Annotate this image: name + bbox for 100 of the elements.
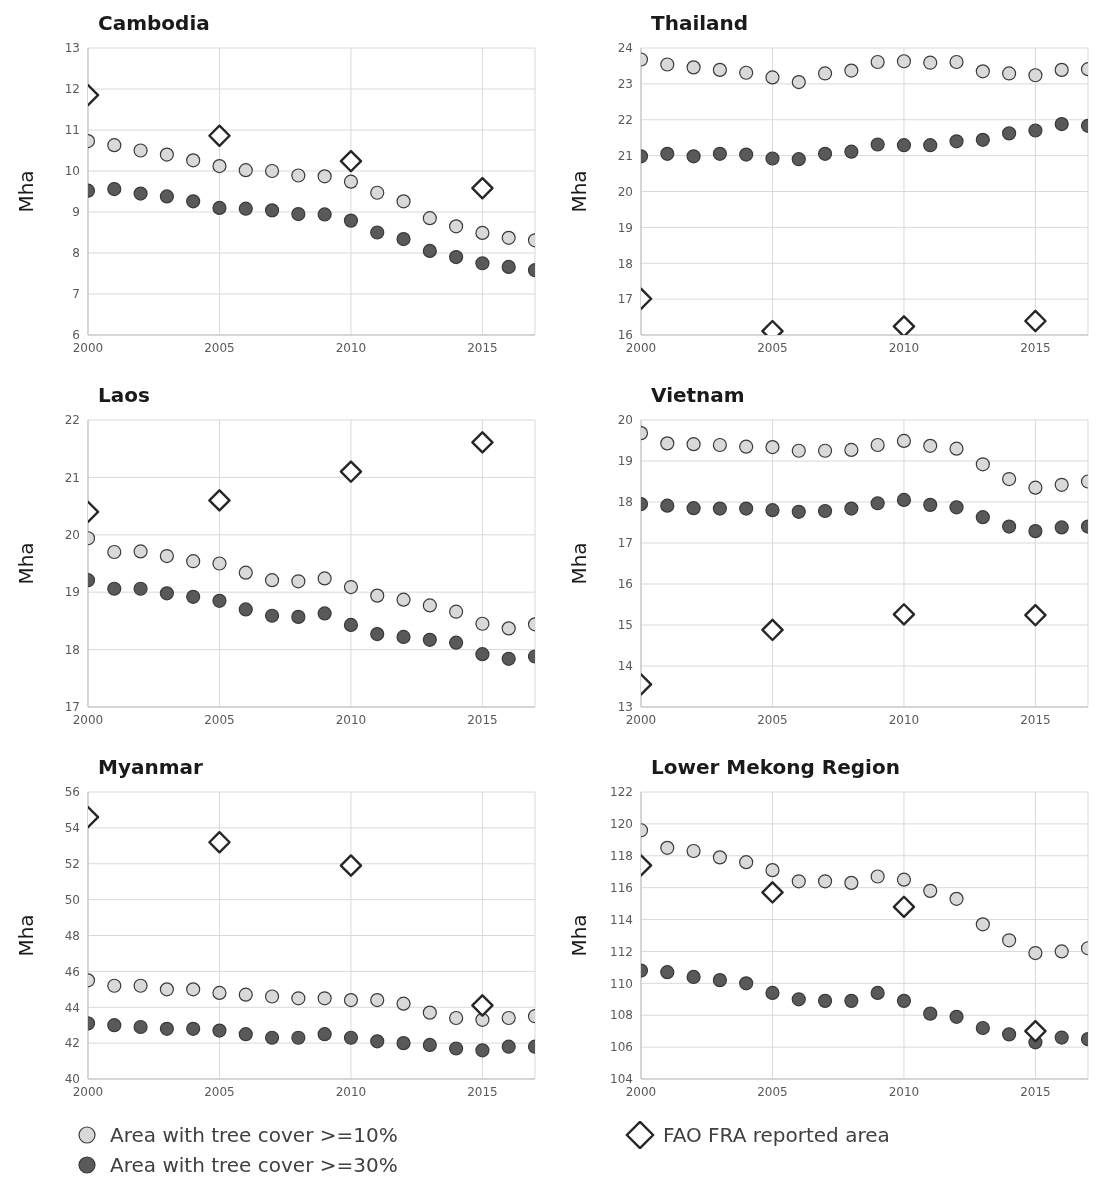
x-tick-label: 2015 (467, 712, 498, 727)
point (923, 497, 938, 512)
point (317, 571, 332, 586)
point (739, 855, 754, 870)
point (212, 1023, 227, 1038)
point (896, 54, 912, 69)
y-tick-label: 18 (617, 495, 633, 510)
point (186, 982, 201, 997)
y-axis-title: Mha (14, 542, 39, 585)
point (343, 579, 359, 595)
point (422, 211, 437, 226)
x-tick-label: 2000 (625, 712, 657, 727)
point (343, 617, 359, 633)
point (159, 1021, 174, 1036)
y-tick-label: 116 (610, 880, 633, 895)
y-tick-label: 17 (64, 700, 80, 715)
y-tick-label: 46 (64, 964, 80, 979)
point (133, 1019, 148, 1035)
point (817, 874, 833, 889)
point (264, 989, 280, 1004)
point (264, 573, 280, 588)
point (107, 181, 122, 197)
y-tick-label: 8 (72, 246, 80, 261)
point (238, 163, 253, 178)
point (422, 1005, 437, 1020)
point (712, 973, 727, 988)
point (686, 843, 701, 859)
legend-label: Area with tree cover >=30% (110, 1153, 398, 1177)
y-tick-label: 104 (610, 1072, 633, 1087)
y-tick-label: 10 (64, 164, 80, 179)
point (739, 439, 754, 454)
point (133, 978, 148, 993)
point (370, 627, 385, 642)
point (844, 63, 859, 78)
point (475, 1043, 490, 1058)
point (1002, 933, 1017, 948)
point (712, 501, 727, 516)
y-tick-label: 21 (64, 470, 80, 485)
y-tick-label: 18 (64, 642, 80, 657)
point (186, 554, 201, 569)
point (765, 151, 780, 166)
chart-title: Laos (97, 382, 151, 409)
point (975, 457, 990, 472)
y-axis-title: Mha (567, 170, 592, 213)
point (660, 498, 675, 513)
point (1028, 123, 1043, 138)
point (791, 992, 806, 1007)
point (975, 1020, 990, 1036)
y-tick-label: 122 (610, 785, 633, 800)
point (949, 54, 964, 70)
point (107, 138, 122, 153)
point (212, 158, 227, 174)
y-tick-label: 50 (64, 892, 80, 907)
point (396, 629, 411, 645)
point (186, 153, 201, 168)
legend-label: Area with tree cover >=10% (110, 1123, 398, 1147)
point (317, 991, 332, 1006)
point (317, 207, 332, 222)
point (844, 875, 859, 890)
point (370, 1034, 385, 1049)
point (660, 965, 675, 980)
point (475, 225, 490, 241)
y-tick-label: 44 (64, 1000, 80, 1015)
point (817, 993, 833, 1008)
point (159, 586, 174, 601)
point (339, 149, 363, 173)
point (291, 574, 306, 589)
point (1054, 1030, 1069, 1045)
point (339, 460, 363, 483)
point (317, 169, 332, 184)
point (686, 60, 701, 75)
point (1002, 66, 1017, 81)
y-tick-label: 22 (64, 413, 80, 428)
x-tick-label: 2010 (888, 340, 920, 355)
point (133, 544, 148, 559)
point (475, 616, 490, 631)
point (208, 830, 231, 854)
y-axis-title: Mha (567, 914, 592, 957)
point (343, 213, 359, 228)
point (896, 492, 912, 508)
point (133, 143, 148, 158)
x-tick-label: 2010 (888, 1084, 920, 1099)
point (739, 65, 754, 80)
point (475, 647, 490, 662)
point (238, 602, 253, 617)
x-tick-label: 2000 (72, 712, 104, 727)
point (660, 146, 675, 161)
point (291, 206, 306, 222)
y-tick-label: 112 (610, 944, 633, 959)
point (264, 1030, 280, 1045)
point (975, 64, 990, 79)
point (791, 74, 806, 90)
point (949, 134, 964, 149)
point (817, 66, 833, 81)
point (422, 1037, 437, 1053)
point (208, 489, 231, 512)
point (660, 840, 675, 855)
point (107, 581, 122, 596)
point (208, 124, 231, 148)
point (712, 437, 727, 453)
